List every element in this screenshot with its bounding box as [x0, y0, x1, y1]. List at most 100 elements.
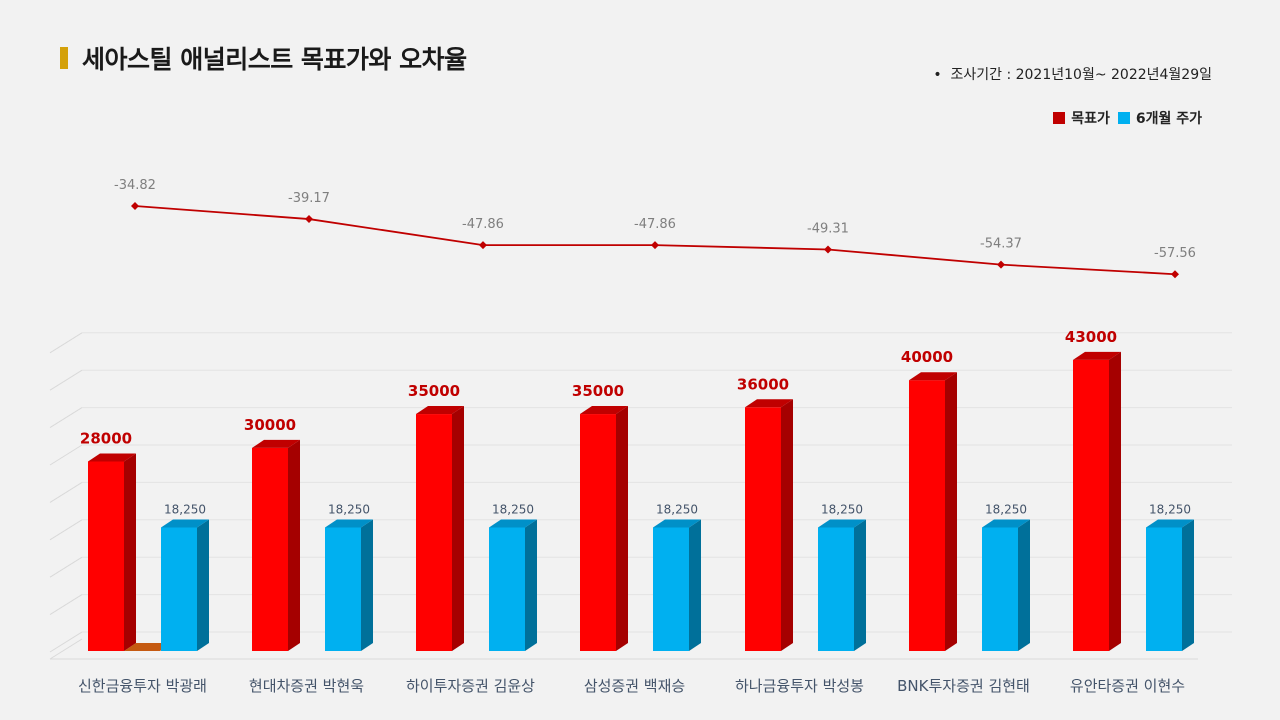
six-month-price-bar-front: [1146, 527, 1182, 651]
legend-item-target-price: 목표가: [1053, 108, 1110, 128]
category-label: 현대차증권 박현욱: [249, 677, 364, 695]
target-price-bar-top: [416, 406, 464, 415]
title-accent-bar: [60, 47, 68, 69]
error-rate-label: -34.82: [114, 178, 156, 193]
error-rate-point: [305, 215, 313, 224]
six-month-price-bar-top: [1146, 519, 1194, 528]
six-month-price-label: 18,250: [492, 502, 534, 516]
six-month-price-bar-side: [854, 519, 866, 651]
gridline-wall: [49, 594, 83, 616]
gridline-wall: [49, 444, 83, 466]
error-rate-label: -54.37: [980, 237, 1022, 252]
error-rate-point: [479, 241, 487, 250]
error-rate-label: -39.17: [288, 191, 330, 206]
error-rate-label: -49.31: [807, 221, 849, 236]
page-title: 세아스틸 애널리스트 목표가와 오차율: [82, 45, 467, 74]
target-price-label: 35000: [408, 382, 460, 400]
six-month-price-bar-top: [653, 519, 701, 528]
target-price-label: 36000: [737, 375, 789, 393]
six-month-price-bar-front: [325, 527, 361, 651]
target-price-bar-side: [781, 399, 793, 651]
six-month-price-bar-side: [1182, 519, 1194, 651]
six-month-price-bar-top: [161, 519, 209, 528]
six-month-price-bar-side: [525, 519, 537, 651]
six-month-price-label: 18,250: [656, 502, 698, 516]
six-month-price-bar-front: [818, 527, 854, 651]
target-price-bar-front: [909, 380, 945, 651]
six-month-price-label: 18,250: [821, 502, 863, 516]
legend-label-target-price: 목표가: [1071, 111, 1110, 127]
target-price-bar-side: [288, 439, 300, 651]
chart-grid: [49, 332, 1232, 660]
category-label: 신한금융투자 박광래: [78, 677, 207, 695]
error-rate-label: -47.86: [462, 217, 504, 232]
error-rate-label: -47.86: [634, 217, 676, 232]
six-month-price-label: 18,250: [985, 502, 1027, 516]
target-price-bar-front: [745, 407, 781, 651]
target-price-bar-front: [580, 414, 616, 651]
survey-period: • 조사기간 : 2021년10월~ 2022년4월29일: [933, 67, 1212, 83]
gridline-wall: [49, 407, 83, 429]
six-month-price-bar-top: [325, 519, 373, 528]
six-month-price-bar-top: [982, 519, 1030, 528]
target-price-bar-side: [124, 453, 136, 651]
target-price-label: 43000: [1065, 328, 1117, 346]
chart-bars: [88, 351, 1194, 651]
gridline-wall: [49, 369, 83, 391]
survey-period-text: 조사기간 : 2021년10월~ 2022년4월29일: [950, 67, 1212, 83]
category-label: 삼성증권 백재승: [584, 677, 685, 695]
six-month-price-bar-side: [361, 519, 373, 651]
target-price-label: 40000: [901, 348, 953, 366]
target-price-bar-side: [1109, 351, 1121, 651]
error-rate-point: [651, 241, 659, 250]
floor-marker: [124, 643, 172, 651]
target-price-bar-top: [745, 399, 793, 408]
six-month-price-label: 18,250: [1149, 502, 1191, 516]
error-rate-point: [131, 202, 139, 210]
six-month-price-label: 18,250: [164, 502, 206, 516]
legend-swatch-6m-price: [1117, 112, 1130, 124]
target-price-bar-front: [1073, 359, 1109, 651]
target-price-label: 28000: [80, 429, 132, 447]
chart-labels: 28000 18,250 신한금융투자 박광래 30000 18,250 현대차증권 박현…: [78, 178, 1196, 695]
error-rate-point: [997, 260, 1005, 269]
six-month-price-bar-top: [818, 519, 866, 528]
error-rate-point: [824, 245, 832, 254]
target-price-bar-top: [909, 372, 957, 381]
category-label: 하나금융투자 박성봉: [735, 677, 864, 695]
target-price-bar-front: [416, 414, 452, 651]
six-month-price-bar-side: [689, 519, 701, 651]
six-month-price-bar-front: [653, 527, 689, 651]
gridline-wall: [49, 519, 83, 541]
error-rate-line: [131, 202, 1179, 279]
category-label: BNK투자증권 김현태: [897, 677, 1030, 695]
target-price-bar-front: [252, 447, 288, 651]
target-price-bar-top: [88, 453, 136, 462]
target-price-bar-top: [1073, 351, 1121, 360]
category-label: 유안타증권 이현수: [1070, 677, 1185, 695]
six-month-price-bar-front: [161, 527, 197, 651]
gridline-wall: [49, 481, 83, 503]
grid-floor-side: [49, 638, 83, 660]
category-label: 하이투자증권 김윤상: [406, 677, 535, 695]
legend-swatch-target-price: [1053, 112, 1066, 124]
target-price-bar-top: [252, 439, 300, 448]
target-price-bar-side: [616, 406, 628, 651]
target-price-label: 30000: [244, 416, 296, 434]
chart-legend: 목표가 6개월 주가: [1053, 108, 1202, 128]
legend-label-6m-price: 6개월 주가: [1135, 111, 1202, 127]
six-month-price-bar-side: [197, 519, 209, 651]
error-rate-label: -57.56: [1154, 246, 1196, 261]
six-month-price-bar-front: [489, 527, 525, 651]
six-month-price-label: 18,250: [328, 502, 370, 516]
gridline-wall: [49, 332, 83, 354]
six-month-price-bar-side: [1018, 519, 1030, 651]
six-month-price-bar-top: [489, 519, 537, 528]
gridline-wall: [49, 631, 83, 653]
target-price-bar-front: [88, 461, 124, 651]
gridline-wall: [49, 556, 83, 578]
legend-item-6m-price: 6개월 주가: [1117, 108, 1202, 128]
target-price-bar-side: [945, 372, 957, 651]
target-price-bar-top: [580, 406, 628, 415]
